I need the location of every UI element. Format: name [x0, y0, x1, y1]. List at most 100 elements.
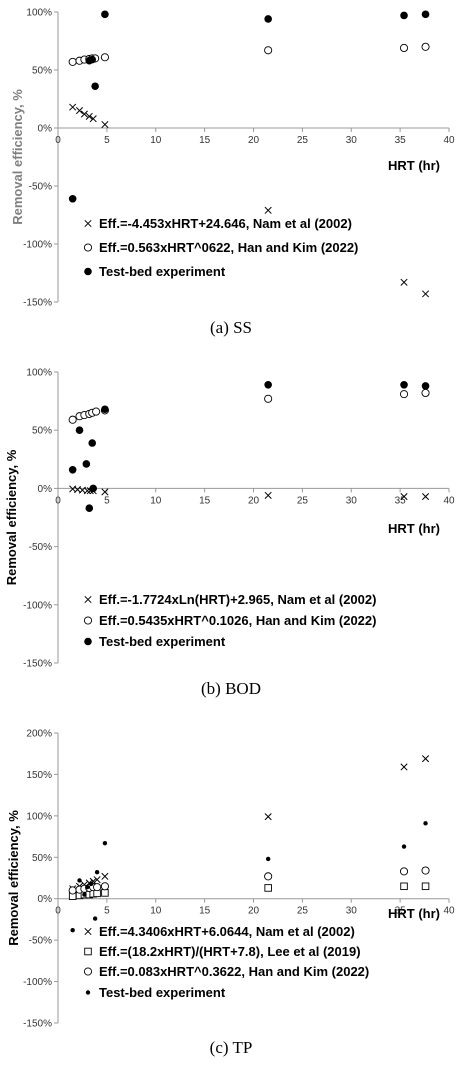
legend-entry: Eff.=4.3406xHRT+6.0644, Nam et al (2002): [99, 924, 355, 939]
data-point: [68, 415, 77, 424]
data-point: [421, 42, 430, 51]
y-tick-label: 100%: [26, 811, 52, 822]
x-tick-label: 40: [443, 135, 455, 146]
y-axis-label: Removal efficiency, %: [4, 449, 19, 585]
chart-panel-2: -150% -100% -50% 0% 50% 100% 0 5 10 15 20 25 30 35 40 H…: [4, 368, 455, 699]
legend-entry: Eff.=-4.453xHRT+24.646, Nam et al (2002): [99, 216, 352, 231]
data-point-b: [400, 278, 408, 286]
data-point: [89, 484, 97, 493]
data-point: [264, 394, 273, 403]
legend-marker: [83, 967, 93, 976]
series-1: [69, 103, 430, 298]
data-point: [101, 889, 109, 897]
legend-marker: [83, 616, 93, 625]
legend-marker: [85, 990, 91, 995]
legend-marker: [84, 637, 92, 646]
figure-caption: (b) BOD: [201, 679, 261, 698]
data-point: [70, 928, 75, 933]
data-point: [91, 82, 99, 91]
y-tick-label: -150%: [23, 659, 52, 670]
x-tick-label: 25: [297, 135, 309, 146]
x-axis-label: HRT (hr): [388, 906, 440, 921]
series-2: [68, 388, 430, 424]
x-tick-label: 5: [104, 906, 110, 917]
y-tick-label: 200%: [26, 729, 52, 740]
legend-entry: Test-bed experiment: [99, 264, 226, 279]
data-point: [401, 844, 407, 849]
legend-entry: Eff.=-1.7724xLn(HRT)+2.965, Nam et al (2…: [99, 592, 376, 607]
data-point: [400, 11, 408, 20]
data-point: [82, 460, 91, 468]
y-tick-label: 150%: [26, 770, 52, 781]
data-point: [88, 439, 97, 447]
data-point: [101, 405, 109, 414]
legend-marker: [84, 267, 92, 276]
legend-marker: [84, 927, 92, 936]
series-2: [68, 42, 430, 66]
data-point: [264, 813, 272, 821]
x-tick-label: 15: [199, 495, 211, 506]
legend-marker-b: [84, 927, 92, 936]
data-point: [421, 382, 430, 390]
data-point-b: [80, 110, 88, 118]
y-tick-label: 0%: [38, 484, 53, 495]
data-point: [421, 882, 430, 891]
data-point-b: [264, 813, 272, 821]
data-point: [94, 870, 100, 875]
data-point: [102, 841, 108, 846]
data-point: [85, 112, 93, 120]
data-point: [421, 290, 430, 298]
y-axis-label: Removal efficiency, %: [6, 810, 21, 946]
y-tick-label: -100%: [23, 240, 52, 251]
data-point: [421, 492, 430, 501]
data-point: [69, 103, 77, 111]
y-axis-label: Removal efficiency, %: [10, 89, 25, 225]
legend-marker-b: [84, 595, 92, 604]
data-point: [82, 892, 87, 897]
data-point: [399, 390, 409, 399]
legend-marker: [84, 595, 92, 604]
y-tick-label: 100%: [26, 8, 52, 19]
data-point-b: [85, 112, 93, 120]
y-tick-label: 50%: [32, 853, 52, 864]
x-tick-label: 35: [395, 135, 407, 146]
data-point-b: [264, 491, 272, 499]
data-point: [421, 866, 430, 875]
legend: Eff.=-1.7724xLn(HRT)+2.965, Nam et al (2…: [83, 592, 376, 649]
data-point: [400, 492, 408, 501]
data-point-b: [421, 492, 430, 501]
data-point: [100, 882, 109, 891]
data-point-b: [89, 115, 97, 123]
y-tick-label: 50%: [32, 66, 52, 77]
data-point: [400, 278, 408, 286]
legend-entry: Eff.=0.563xHRT^0622, Han and Kim (2022): [99, 240, 358, 255]
data-point-b: [101, 120, 109, 129]
data-point: [101, 488, 109, 496]
data-point: [423, 821, 428, 826]
data-point: [89, 115, 97, 123]
data-point-b: [400, 492, 408, 501]
data-point-b: [421, 755, 430, 763]
x-tick-label: 40: [443, 906, 455, 917]
data-point: [400, 763, 408, 771]
data-point: [68, 886, 77, 895]
y-tick-label: 100%: [26, 368, 52, 379]
figure-caption: (c) TP: [210, 1038, 253, 1057]
y-tick-label: 0%: [38, 124, 53, 135]
y-tick-label: 0%: [38, 894, 53, 905]
data-point: [265, 856, 271, 862]
series-2: [68, 882, 430, 900]
x-tick-label: 30: [346, 495, 358, 506]
data-point: [89, 881, 94, 886]
x-tick-label: 20: [248, 906, 260, 917]
series-1: [69, 485, 430, 501]
x-tick-label: 5: [104, 135, 110, 146]
data-point: [264, 15, 272, 23]
x-tick-label: 30: [346, 906, 358, 917]
data-point: [264, 491, 272, 499]
x-axis-label: HRT (hr): [388, 521, 440, 536]
data-point: [421, 10, 430, 19]
legend-entry: Eff.=(18.2xHRT)/(HRT+7.8), Lee et al (20…: [99, 944, 361, 959]
data-point: [75, 107, 84, 115]
data-point: [421, 388, 430, 398]
